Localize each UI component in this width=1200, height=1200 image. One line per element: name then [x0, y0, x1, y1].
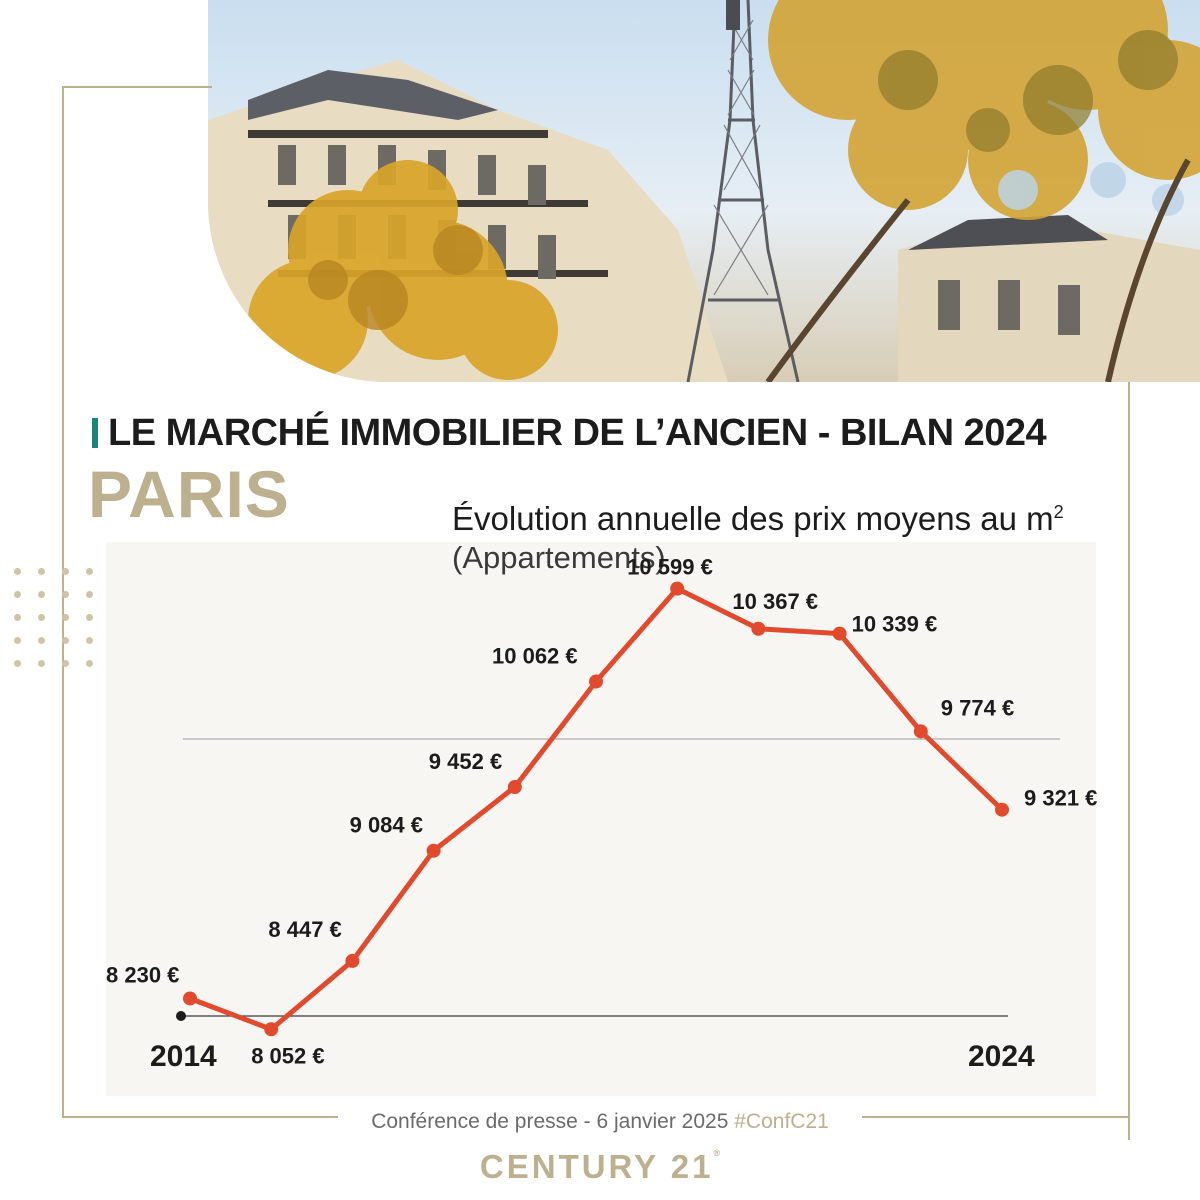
- chart-title: Évolution annuelle des prix moyens au m2: [452, 500, 1064, 538]
- decorative-dot: [62, 614, 69, 621]
- brand-name: CENTURY 21: [479, 1148, 714, 1185]
- decorative-dot: [86, 660, 93, 667]
- decorative-dot: [38, 568, 45, 575]
- decorative-dot: [14, 568, 21, 575]
- decorative-dot: [86, 637, 93, 644]
- decorative-dot: [14, 614, 21, 621]
- frame-line-bottom-left: [62, 1116, 338, 1118]
- page-title: LE MARCHÉ IMMOBILIER DE L’ANCIEN - BILAN…: [108, 412, 1047, 454]
- century21-logo: CENTURY 21®: [0, 1148, 1200, 1186]
- decorative-dot: [14, 591, 21, 598]
- decorative-dot: [38, 637, 45, 644]
- footer-hashtag: #ConfC21: [734, 1110, 829, 1133]
- decorative-dot: [86, 614, 93, 621]
- decorative-dot: [86, 568, 93, 575]
- chart-title-superscript: 2: [1053, 502, 1064, 522]
- decorative-dot: [38, 614, 45, 621]
- decorative-dot: [14, 637, 21, 644]
- brand-registered-mark: ®: [713, 1148, 721, 1158]
- frame-line-left: [62, 86, 64, 1116]
- frame-line-top: [62, 86, 212, 88]
- decorative-dot: [62, 637, 69, 644]
- footer-text: Conférence de presse - 6 janvier 2025: [371, 1110, 729, 1133]
- decorative-dot: [62, 591, 69, 598]
- chart-title-text: Évolution annuelle des prix moyens au m: [452, 500, 1054, 537]
- paris-street-photo: [208, 0, 1200, 382]
- footer-caption: Conférence de presse - 6 janvier 2025 #C…: [0, 1110, 1200, 1134]
- decorative-dot: [62, 568, 69, 575]
- decorative-dot: [86, 591, 93, 598]
- frame-line-bottom-right: [862, 1116, 1130, 1118]
- frame-line-right: [1128, 382, 1130, 1140]
- x-tick-label-start: 2014: [150, 1040, 217, 1073]
- decorative-dot: [38, 591, 45, 598]
- city-name: PARIS: [88, 457, 290, 531]
- decorative-dot: [14, 660, 21, 667]
- decorative-dot: [38, 660, 45, 667]
- title-accent-bar: [92, 418, 98, 448]
- chart-subtitle: (Appartements): [452, 540, 666, 575]
- chart-panel: [106, 542, 1096, 1096]
- x-tick-label-end: 2024: [968, 1040, 1035, 1073]
- eiffel-tower-street-illustration: [208, 0, 1200, 382]
- decorative-dot: [62, 660, 69, 667]
